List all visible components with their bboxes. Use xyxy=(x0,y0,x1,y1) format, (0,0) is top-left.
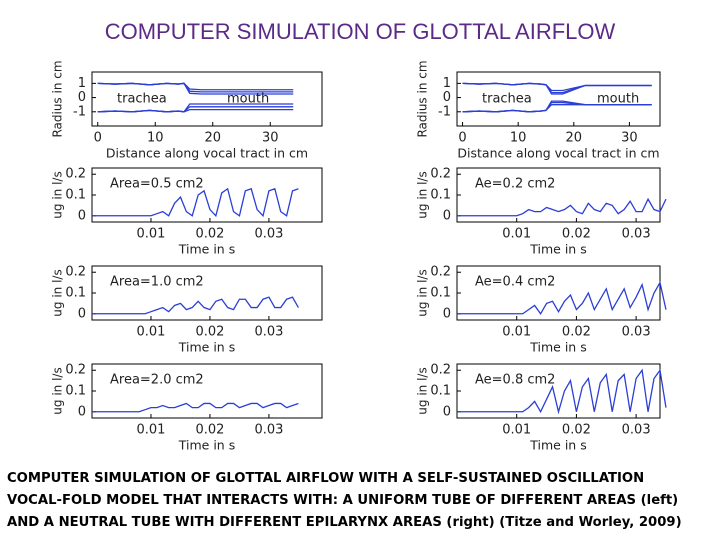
x-tick-label: 0.01 xyxy=(136,325,165,340)
caption-line: AND A NEUTRAL TUBE WITH DIFFERENT EPILAR… xyxy=(7,515,682,530)
y-tick-label: 0 xyxy=(78,404,86,419)
x-tick-label: 0.03 xyxy=(254,227,283,242)
y-tick-label: 0.1 xyxy=(430,384,451,399)
annotation: mouth xyxy=(597,92,639,107)
y-tick-label: 1 xyxy=(443,76,451,91)
y-tick-label: 0.2 xyxy=(65,167,86,182)
x-axis-label: Distance along vocal tract in cm xyxy=(106,146,308,161)
data-line xyxy=(92,296,299,315)
plot-frame xyxy=(91,363,323,419)
data-line xyxy=(97,82,294,95)
x-tick-label: 0 xyxy=(94,131,102,146)
annotation: trachea xyxy=(482,92,532,107)
y-tick-label: 0 xyxy=(443,90,451,105)
y-axis-label: Radius in cm xyxy=(416,60,430,137)
x-tick-label: 0.02 xyxy=(195,325,224,340)
y-axis-label: ug in l/s xyxy=(416,269,430,316)
y-tick-label: 0 xyxy=(443,208,451,223)
y-tick-label: -1 xyxy=(438,104,451,119)
y-axis-label: ug in l/s xyxy=(51,171,65,218)
x-tick-label: 20 xyxy=(566,131,583,146)
x-tick-label: 0.02 xyxy=(195,227,224,242)
x-tick-label: 0.03 xyxy=(254,325,283,340)
y-axis-label: Radius in cm xyxy=(51,60,65,137)
x-axis-label: Time in s xyxy=(178,340,235,355)
y-tick-label: -1 xyxy=(73,104,86,119)
x-tick-label: 0.01 xyxy=(136,423,165,438)
y-tick-label: 0.2 xyxy=(430,265,451,280)
y-tick-label: 0.1 xyxy=(430,188,451,203)
plot-frame xyxy=(456,167,661,223)
x-tick-label: 0.02 xyxy=(562,423,591,438)
slide-title: COMPUTER SIMULATION OF GLOTTAL AIRFLOW xyxy=(105,19,616,44)
annotation: Area=0.5 cm2 xyxy=(110,177,204,192)
x-tick-label: 0.01 xyxy=(502,423,531,438)
annotation: Ae=0.8 cm2 xyxy=(475,373,555,388)
x-tick-label: 0.01 xyxy=(136,227,165,242)
y-tick-label: 0.2 xyxy=(430,363,451,378)
y-tick-label: 0.2 xyxy=(430,167,451,182)
annotation: Area=1.0 cm2 xyxy=(110,275,204,290)
data-line xyxy=(457,280,667,315)
x-tick-label: 0.03 xyxy=(622,227,651,242)
y-axis-label: ug in l/s xyxy=(416,171,430,218)
x-tick-label: 20 xyxy=(204,131,221,146)
annotation: Ae=0.2 cm2 xyxy=(475,177,555,192)
x-tick-label: 0.01 xyxy=(502,325,531,340)
x-axis-label: Time in s xyxy=(529,242,586,257)
annotation: mouth xyxy=(227,92,269,107)
x-tick-label: 0.02 xyxy=(195,423,224,438)
y-tick-label: 1 xyxy=(78,76,86,91)
data-line xyxy=(457,197,667,217)
caption-line: COMPUTER SIMULATION OF GLOTTAL AIRFLOW W… xyxy=(7,471,644,486)
data-line xyxy=(92,402,299,413)
x-axis-label: Time in s xyxy=(529,438,586,453)
x-tick-label: 0.01 xyxy=(502,227,531,242)
data-line xyxy=(462,104,652,113)
x-tick-label: 0.02 xyxy=(562,227,591,242)
x-tick-label: 10 xyxy=(510,131,527,146)
annotation: trachea xyxy=(117,92,167,107)
x-tick-label: 0.03 xyxy=(622,423,651,438)
data-line xyxy=(92,187,299,218)
y-tick-label: 0.2 xyxy=(65,265,86,280)
x-axis-label: Time in s xyxy=(529,340,586,355)
plot-frame xyxy=(91,265,323,321)
y-tick-label: 0 xyxy=(443,404,451,419)
x-tick-label: 30 xyxy=(621,131,638,146)
data-line xyxy=(97,109,294,113)
x-axis-label: Distance along vocal tract in cm xyxy=(457,146,659,161)
data-line xyxy=(457,368,667,415)
x-tick-label: 0.02 xyxy=(562,325,591,340)
data-line xyxy=(462,82,652,95)
x-tick-label: 30 xyxy=(262,131,279,146)
x-tick-label: 0.03 xyxy=(622,325,651,340)
x-axis-label: Time in s xyxy=(178,242,235,257)
y-tick-label: 0.1 xyxy=(65,286,86,301)
y-tick-label: 0.1 xyxy=(65,188,86,203)
plot-frame xyxy=(456,71,661,127)
x-tick-label: 0.03 xyxy=(254,423,283,438)
y-axis-label: ug in l/s xyxy=(416,367,430,414)
x-axis-label: Time in s xyxy=(178,438,235,453)
caption-line: VOCAL-FOLD MODEL THAT INTERACTS WITH: A … xyxy=(7,493,678,508)
annotation: Area=2.0 cm2 xyxy=(110,373,204,388)
y-tick-label: 0 xyxy=(78,208,86,223)
annotation: Ae=0.4 cm2 xyxy=(475,275,555,290)
x-tick-label: 10 xyxy=(147,131,164,146)
y-tick-label: 0 xyxy=(443,306,451,321)
y-axis-label: ug in l/s xyxy=(51,269,65,316)
y-tick-label: 0.1 xyxy=(65,384,86,399)
y-tick-label: 0 xyxy=(78,306,86,321)
y-tick-label: 0 xyxy=(78,90,86,105)
plot-frame xyxy=(91,71,323,127)
y-tick-label: 0.1 xyxy=(430,286,451,301)
x-tick-label: 0 xyxy=(458,131,466,146)
y-axis-label: ug in l/s xyxy=(51,367,65,414)
y-tick-label: 0.2 xyxy=(65,363,86,378)
